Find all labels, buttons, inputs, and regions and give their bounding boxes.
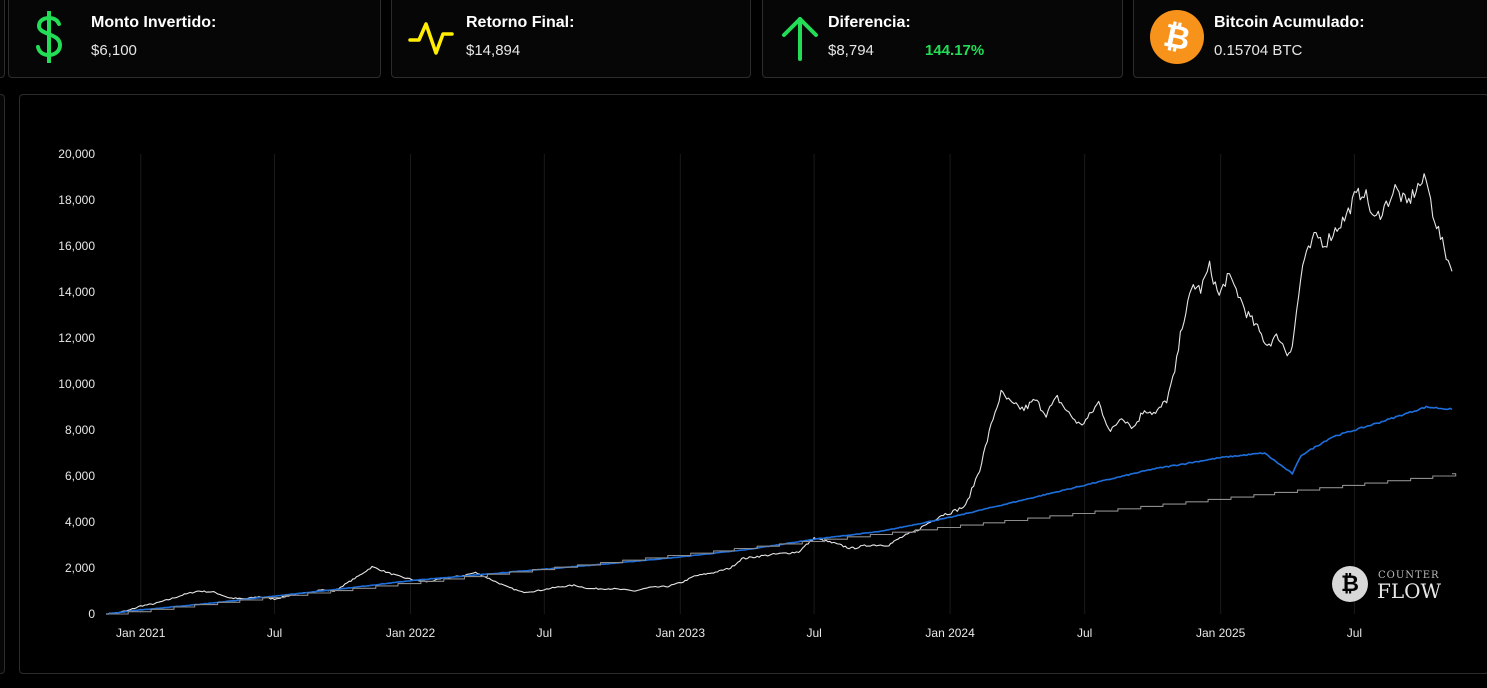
final-return-value: $14,894 <box>466 42 521 59</box>
arrow-up-icon <box>782 17 818 61</box>
stat-card-difference: Diferencia: $8,794 144.17% <box>762 0 1123 78</box>
grid-lines <box>140 154 1355 614</box>
btc-label: Bitcoin Acumulado: <box>1214 14 1365 31</box>
x-tick-label: Jul <box>1347 626 1362 640</box>
series-line-1 <box>106 405 1453 615</box>
x-tick-label: Jan 2021 <box>116 626 166 640</box>
y-tick-label: 16,000 <box>58 239 95 253</box>
final-return-label: Retorno Final: <box>466 14 575 31</box>
stat-card-invested: Monto Invertido: $6,100 <box>8 0 381 78</box>
y-tick-label: 20,000 <box>58 147 95 161</box>
watermark-coin-icon: ₿ <box>1332 566 1368 602</box>
y-tick-label: 18,000 <box>58 193 95 207</box>
chart-panel <box>19 94 1487 674</box>
y-tick-label: 10,000 <box>58 377 95 391</box>
y-tick-label: 8,000 <box>65 423 95 437</box>
stat-card-final-return: Retorno Final: $14,894 <box>391 0 751 78</box>
dollar-icon <box>36 11 63 63</box>
x-tick-label: Jan 2022 <box>386 626 436 640</box>
bitcoin-icon: ₿ <box>1150 10 1204 64</box>
series-line-2 <box>106 473 1457 615</box>
x-tick-label: Jul <box>1077 626 1092 640</box>
stat-card-btc: ₿ Bitcoin Acumulado: 0.15704 BTC <box>1133 0 1487 78</box>
y-tick-label: 0 <box>88 607 95 621</box>
y-tick-label: 14,000 <box>58 285 95 299</box>
watermark-bottom-text: FLOW <box>1377 579 1442 603</box>
x-tick-label: Jan 2025 <box>1196 626 1246 640</box>
watermark-top-text: COUNTER <box>1378 570 1440 581</box>
series-line-0 <box>106 173 1453 615</box>
counterflow-watermark: ₿ COUNTER FLOW <box>1332 564 1442 604</box>
card-edge <box>0 0 5 78</box>
x-tick-label: Jan 2023 <box>656 626 706 640</box>
y-tick-label: 6,000 <box>65 469 95 483</box>
x-tick-label: Jul <box>537 626 552 640</box>
difference-label: Diferencia: <box>828 14 911 31</box>
invested-value: $6,100 <box>91 42 137 59</box>
invested-label: Monto Invertido: <box>91 14 217 31</box>
series-lines <box>106 173 1457 615</box>
panel-edge <box>0 94 5 674</box>
y-tick-label: 4,000 <box>65 515 95 529</box>
difference-value: $8,794 <box>828 42 874 59</box>
pulse-icon <box>408 22 454 55</box>
y-tick-label: 12,000 <box>58 331 95 345</box>
btc-value: 0.15704 BTC <box>1214 42 1303 59</box>
x-tick-label: Jan 2024 <box>925 626 975 640</box>
x-tick-label: Jul <box>267 626 282 640</box>
axis-labels: Jan 2021 Jul Jan 2022 Jul Jan 2023 Jul Jan 202… <box>58 147 1362 640</box>
difference-percent: 144.17% <box>925 42 985 59</box>
y-tick-label: 2,000 <box>65 561 95 575</box>
x-tick-label: Jul <box>806 626 821 640</box>
